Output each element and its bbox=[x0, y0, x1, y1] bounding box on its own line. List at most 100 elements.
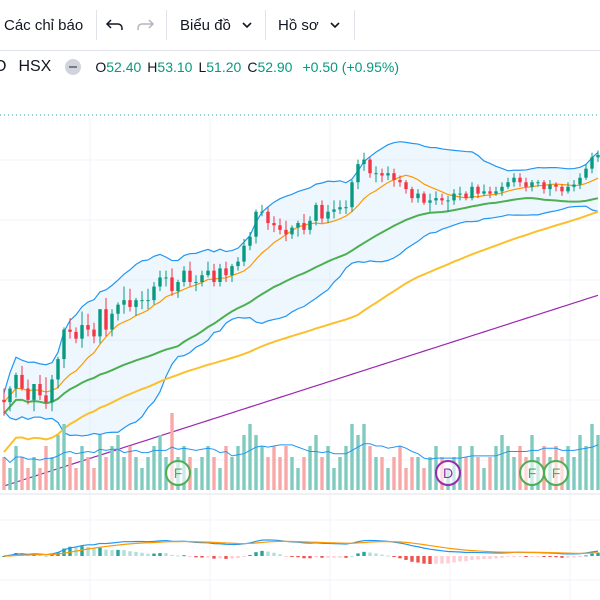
volume-bar bbox=[2, 457, 6, 490]
candle-body bbox=[56, 359, 60, 380]
volume-bar bbox=[170, 413, 174, 490]
macd-histogram-bar bbox=[284, 556, 288, 557]
candle-body bbox=[290, 227, 294, 235]
chart-type-label: Biểu đồ bbox=[180, 16, 231, 34]
volume-bar bbox=[242, 435, 246, 490]
macd-histogram-bar bbox=[404, 556, 408, 560]
volume-bar bbox=[500, 435, 504, 490]
volume-bar bbox=[356, 435, 360, 490]
moving-averages bbox=[3, 174, 599, 487]
volume-bar bbox=[152, 446, 156, 490]
macd-histogram-bar bbox=[308, 556, 312, 559]
candle-body bbox=[200, 275, 204, 282]
macd-line bbox=[3, 539, 599, 557]
undo-button[interactable] bbox=[104, 0, 126, 50]
change-value: +0.50 (+0.95%) bbox=[302, 59, 399, 75]
volume-bar bbox=[188, 457, 192, 490]
candle-body bbox=[38, 384, 42, 396]
candle-body bbox=[584, 168, 588, 178]
macd-histogram-bar bbox=[44, 555, 48, 557]
macd-histogram-bar bbox=[176, 555, 180, 557]
volume-bar bbox=[146, 457, 150, 490]
volume-bar bbox=[332, 468, 336, 490]
candle-body bbox=[146, 300, 150, 302]
macd-histogram-bar bbox=[98, 547, 102, 556]
candle-body bbox=[494, 191, 498, 194]
profile-menu[interactable]: Hồ sơ bbox=[278, 0, 341, 50]
macd-histogram-bar bbox=[314, 556, 318, 558]
candle-body bbox=[380, 173, 384, 176]
macd-histogram-bar bbox=[326, 556, 330, 558]
volume-bar bbox=[398, 446, 402, 490]
collapse-legend-button[interactable] bbox=[65, 59, 82, 75]
macd-histogram-bar bbox=[122, 550, 126, 556]
volume-bar bbox=[134, 457, 138, 490]
chart-type-menu[interactable]: Biểu đồ bbox=[180, 0, 253, 50]
volume-bar bbox=[122, 457, 126, 490]
candle-body bbox=[176, 282, 180, 292]
macd-histogram-bar bbox=[554, 556, 558, 558]
indicators-label: Các chỉ báo bbox=[4, 16, 84, 34]
macd-histogram-bar bbox=[392, 556, 396, 557]
macd-histogram-bar bbox=[452, 556, 456, 563]
candle-body bbox=[92, 329, 96, 337]
macd-histogram-bar bbox=[320, 556, 324, 558]
candle-body bbox=[224, 268, 228, 276]
volume-bar bbox=[548, 457, 552, 490]
redo-icon bbox=[137, 19, 155, 30]
macd-histogram-bar bbox=[140, 552, 144, 556]
macd-histogram-bar bbox=[8, 554, 12, 556]
volume-bar bbox=[248, 424, 252, 490]
volume-bar bbox=[344, 446, 348, 490]
volume-bar bbox=[224, 446, 228, 490]
macd-histogram-bar bbox=[530, 556, 534, 557]
undo-icon bbox=[105, 19, 123, 30]
candle-body bbox=[554, 184, 558, 187]
volume-bar bbox=[116, 435, 120, 490]
volume-bar bbox=[182, 446, 186, 490]
volume-bar bbox=[302, 457, 306, 490]
macd-histogram-bar bbox=[188, 556, 192, 557]
macd-histogram-bar bbox=[230, 556, 234, 559]
toolbar-divider bbox=[166, 10, 167, 40]
volume-bar bbox=[392, 457, 396, 490]
volume-bar bbox=[566, 446, 570, 490]
candle-body bbox=[80, 325, 84, 339]
volume-bar bbox=[428, 457, 432, 490]
grid-lines bbox=[0, 114, 600, 600]
candle-body bbox=[20, 374, 24, 389]
volume-bar bbox=[74, 468, 78, 490]
macd-histogram-bar bbox=[464, 556, 468, 562]
ma-mid-line bbox=[3, 197, 599, 415]
ma-long-line bbox=[3, 210, 599, 453]
candle-body bbox=[272, 223, 276, 226]
volume-bar bbox=[296, 468, 300, 490]
candle-body bbox=[284, 229, 288, 235]
candle-body bbox=[356, 164, 360, 183]
macd-histogram-bar bbox=[278, 554, 282, 556]
candle-body bbox=[440, 198, 444, 201]
event-label: F bbox=[552, 465, 561, 481]
indicators-button[interactable]: Các chỉ báo bbox=[4, 0, 83, 50]
macd-histogram-bar bbox=[20, 553, 24, 556]
macd-histogram-bar bbox=[68, 546, 72, 556]
high-value: 53.10 bbox=[157, 59, 193, 75]
macd-histogram-bar bbox=[350, 555, 354, 557]
volume-bar bbox=[416, 457, 420, 490]
macd-histogram-bar bbox=[458, 556, 462, 562]
candle-body bbox=[506, 182, 510, 187]
volume-bar bbox=[110, 446, 114, 490]
volume-bar bbox=[140, 468, 144, 490]
open-value: 52.40 bbox=[106, 59, 142, 75]
volume-bar bbox=[518, 446, 522, 490]
candle-body bbox=[182, 270, 186, 282]
exchange-label: HSX bbox=[18, 58, 52, 75]
macd-histogram-bar bbox=[242, 556, 246, 557]
candle-body bbox=[350, 182, 354, 208]
macd-histogram-bar bbox=[206, 556, 210, 558]
redo-button[interactable] bbox=[134, 0, 156, 50]
event-circle bbox=[543, 460, 569, 486]
high-label: H bbox=[147, 59, 158, 75]
candle-body bbox=[86, 325, 90, 330]
